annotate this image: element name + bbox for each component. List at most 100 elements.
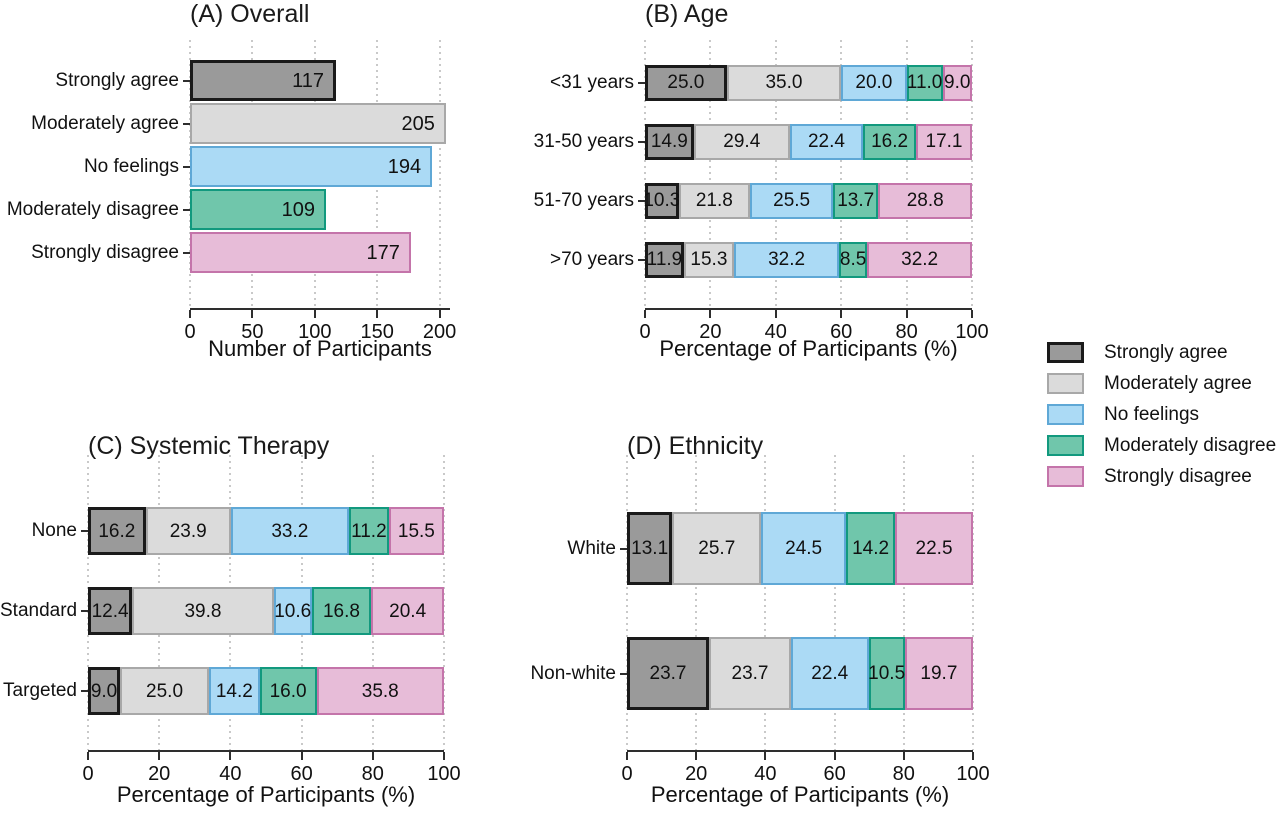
- bar-value-label: 10.5: [868, 663, 906, 684]
- gridline: [840, 40, 843, 308]
- legend-item-strongly-agree: Strongly agree: [1047, 337, 1276, 368]
- axis-tick: [300, 752, 303, 760]
- bar-segment: 22.4: [791, 637, 869, 710]
- bar-segment: 109: [190, 189, 327, 230]
- bar-segment: 25.5: [749, 182, 834, 219]
- axis-tick-label: 100: [956, 763, 990, 785]
- bar-segment: 10.3: [643, 182, 681, 219]
- bar-row: Targeted 9.0 25.0 14.2 16.0 35.8: [0, 651, 444, 731]
- panel-title-age: (B) Age: [645, 0, 729, 28]
- bar-value-label: 10.6: [274, 600, 312, 622]
- category-label: 31-50 years: [533, 130, 634, 152]
- axis-tick-label: 50: [241, 321, 264, 343]
- axis-tick: [189, 310, 191, 318]
- bar-segment: 20.4: [371, 587, 444, 635]
- bar-value-label: 19.7: [920, 663, 958, 684]
- bar-value-label: 117: [292, 69, 325, 92]
- category-label: >70 years: [550, 248, 634, 270]
- legend-swatch-strongly-agree: [1047, 342, 1084, 363]
- bar-segment: 10.5: [868, 637, 906, 710]
- bar-value-label: 23.7: [649, 663, 687, 684]
- bar-track: 23.7 23.7 22.4 10.5 19.7: [620, 637, 973, 710]
- legend-item-no-feelings: No feelings: [1047, 399, 1276, 430]
- bar-segment: 24.5: [761, 512, 846, 585]
- axis-tick: [376, 310, 379, 318]
- bar-track: 109: [183, 189, 450, 230]
- axis-tick: [905, 310, 908, 318]
- axis-tick-label: 80: [892, 763, 915, 785]
- legend-item-moderately-disagree: Moderately disagree: [1047, 430, 1276, 461]
- bar-row: Moderately agree 205: [0, 102, 450, 145]
- bar-track: 117: [183, 60, 450, 101]
- gridline: [709, 40, 712, 308]
- bar-value-label: 25.7: [698, 538, 736, 559]
- bar-track: 177: [183, 232, 450, 273]
- bar-segment: 14.9: [645, 123, 694, 160]
- x-axis-label-ethnicity: Percentage of Participants (%): [650, 782, 950, 807]
- panel-age: (B) Age <31 years 25.0 35.0 20.0 11.0 9.0 31-5…: [500, 0, 1020, 420]
- axis-tick-label: 100: [955, 321, 989, 343]
- category-label: Standard: [0, 600, 78, 621]
- bar-segment: 14.2: [846, 512, 896, 585]
- axis-tick-label: 60: [823, 763, 846, 785]
- bar-row: <31 years 25.0 35.0 20.0 11.0 9.0: [500, 53, 972, 112]
- gridline: [774, 40, 777, 308]
- axis-tick-label: 100: [298, 321, 332, 343]
- panel-title-systemic-therapy: (C) Systemic Therapy: [88, 432, 330, 460]
- bar-segment: 23.9: [145, 507, 231, 555]
- axis-tick-label: 20: [685, 763, 708, 785]
- bar-segment: 19.7: [904, 637, 973, 710]
- axis-tick: [371, 752, 374, 760]
- category-label: Strongly disagree: [31, 241, 179, 263]
- legend: Strongly agree Moderately agree No feeli…: [1047, 337, 1276, 492]
- gridline: [626, 455, 628, 750]
- bar-segment: 22.4: [789, 123, 864, 160]
- bar-value-label: 25.0: [667, 72, 705, 93]
- bar-value-label: 9.0: [90, 680, 118, 702]
- bar-rows-ethnicity: White 13.1 25.7 24.5 14.2 22.5 Non-white 23.7 23…: [500, 455, 973, 736]
- bar-segment: 15.5: [388, 507, 444, 555]
- x-axis-age: 0 20 40 60 80 100: [639, 308, 989, 348]
- legend-swatch-no-feelings: [1047, 404, 1084, 425]
- axis-tick-label: 80: [895, 321, 918, 343]
- axis-tick: [840, 310, 843, 318]
- category-label: No feelings: [83, 155, 179, 177]
- bar-value-label: 177: [366, 241, 400, 264]
- axis-tick-label: 60: [290, 763, 313, 785]
- axis-tick: [709, 310, 712, 318]
- x-axis-label-systemic-therapy: Percentage of Participants (%): [116, 782, 416, 807]
- gridline: [764, 455, 767, 750]
- bar-segment: 15.3: [683, 241, 734, 278]
- axis-tick-label: 40: [219, 763, 242, 785]
- bar-value-label: 23.7: [731, 663, 769, 684]
- axis-tick: [972, 752, 974, 760]
- bar-value-label: 205: [401, 112, 435, 135]
- legend-swatch-strongly-disagree: [1047, 466, 1084, 487]
- legend-swatch-moderately-disagree: [1047, 435, 1084, 456]
- axis-tick: [87, 752, 89, 760]
- bar-segment: 11.0: [906, 64, 943, 101]
- category-label: Strongly agree: [55, 69, 179, 91]
- bar-segment: 13.1: [627, 512, 673, 585]
- bar-segment: 16.8: [311, 587, 372, 635]
- bar-value-label: 16.8: [322, 600, 360, 622]
- gridline: [972, 455, 974, 750]
- axis-tick: [251, 310, 254, 318]
- x-axis-label-overall: Number of Participants: [208, 336, 432, 361]
- bar-value-label: 109: [281, 198, 316, 221]
- bar-value-label: 13.1: [631, 538, 669, 559]
- bar-rows-age: <31 years 25.0 35.0 20.0 11.0 9.0 31-50 years 1…: [500, 40, 973, 289]
- axis-tick-label: 0: [82, 763, 94, 785]
- bar-value-label: 32.2: [768, 249, 806, 270]
- gridline: [902, 455, 905, 750]
- bar-value-label: 10.3: [643, 190, 681, 211]
- bar-value-label: 16.0: [269, 680, 307, 702]
- bar-value-label: 14.2: [852, 538, 890, 559]
- bar-segment: 16.0: [259, 667, 317, 715]
- bar-segment: 177: [190, 232, 411, 273]
- axis-tick-label: 40: [754, 763, 777, 785]
- panel-ethnicity: (D) Ethnicity White 13.1 25.7 24.5 14.2 22.5 N…: [500, 420, 1020, 820]
- bar-segment: 20.0: [841, 64, 907, 101]
- bar-segment: 10.6: [273, 587, 312, 635]
- plot-area-ethnicity: [626, 455, 974, 750]
